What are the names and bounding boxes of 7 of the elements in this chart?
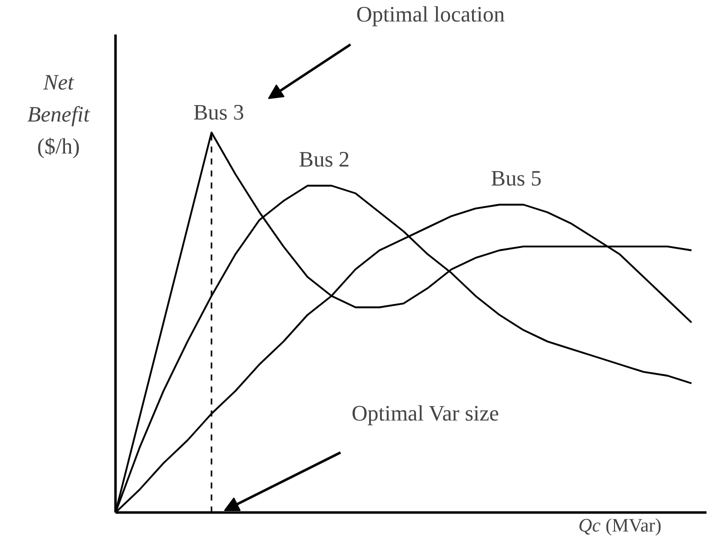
x-axis-title: Qc (MVar)	[578, 516, 662, 536]
y-axis-title: Net Benefit ($/h)	[27, 70, 91, 158]
series-label: Bus 5	[490, 166, 542, 191]
text: Optimal location	[356, 2, 505, 26]
series-label: Bus 3	[193, 100, 244, 124]
series-label: Bus 2	[298, 146, 350, 172]
annotation: Optimal Var size	[352, 400, 500, 426]
